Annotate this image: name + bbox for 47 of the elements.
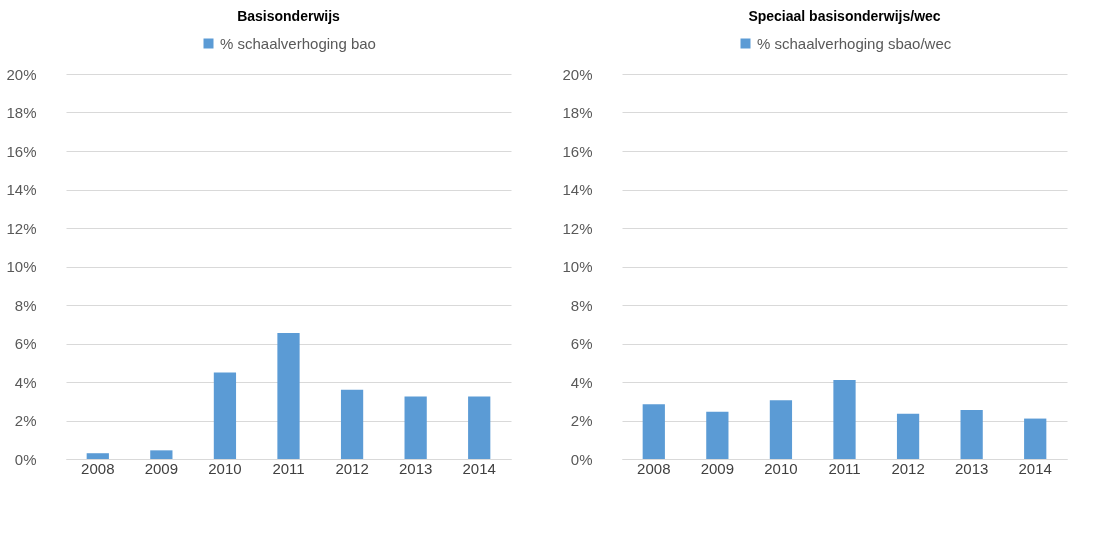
legend-label: % schaalverhoging bao <box>220 34 376 52</box>
x-tick-label: 2011 <box>828 459 861 477</box>
y-tick-label: 0% <box>570 450 593 468</box>
x-tick-label: 2012 <box>335 459 369 477</box>
y-tick-label: 12% <box>562 219 593 237</box>
x-tick-label: 2008 <box>637 459 671 477</box>
chart-title: Speciaal basisonderwijs/wec <box>748 8 941 24</box>
y-tick-label: 18% <box>6 104 37 121</box>
x-tick-label: 2011 <box>272 459 305 477</box>
x-tick-label: 2013 <box>398 459 433 477</box>
y-tick-label: 8% <box>570 296 593 314</box>
y-tick-label: 14% <box>562 181 593 198</box>
bar <box>404 396 427 459</box>
y-tick-label: 2% <box>570 412 593 429</box>
y-tick-label: 10% <box>6 258 37 275</box>
bar <box>86 453 109 459</box>
y-tick-label: 18% <box>562 104 593 121</box>
y-tick-label: 20% <box>562 65 593 83</box>
y-tick-label: 6% <box>570 335 593 352</box>
legend-label: % schaalverhoging sbao/wec <box>757 34 952 52</box>
x-tick-label: 2014 <box>1018 459 1052 477</box>
bar <box>468 396 491 459</box>
y-tick-label: 10% <box>562 258 593 275</box>
chart-title: Basisonderwijs <box>237 8 341 24</box>
y-tick-label: 0% <box>14 450 37 468</box>
bar <box>277 332 300 459</box>
x-tick-label: 2009 <box>700 459 735 477</box>
bar <box>150 450 173 459</box>
y-tick-label: 16% <box>6 142 37 160</box>
y-tick-label: 4% <box>14 373 37 391</box>
x-tick-label: 2008 <box>81 459 115 477</box>
y-tick-label: 2% <box>14 412 37 429</box>
y-tick-label: 20% <box>6 65 37 83</box>
y-tick-label: 14% <box>6 181 37 198</box>
y-tick-label: 12% <box>6 219 37 237</box>
y-tick-label: 4% <box>570 373 593 391</box>
y-tick-label: 6% <box>14 335 37 352</box>
y-tick-label: 8% <box>14 296 37 314</box>
x-tick-label: 2013 <box>954 459 989 477</box>
bar <box>213 372 237 459</box>
x-tick-label: 2010 <box>764 459 798 477</box>
x-tick-label: 2012 <box>891 459 925 477</box>
x-tick-label: 2010 <box>208 459 242 477</box>
x-tick-label: 2009 <box>144 459 179 477</box>
y-tick-label: 16% <box>562 142 593 160</box>
x-tick-label: 2014 <box>462 459 496 477</box>
bar <box>340 389 364 459</box>
